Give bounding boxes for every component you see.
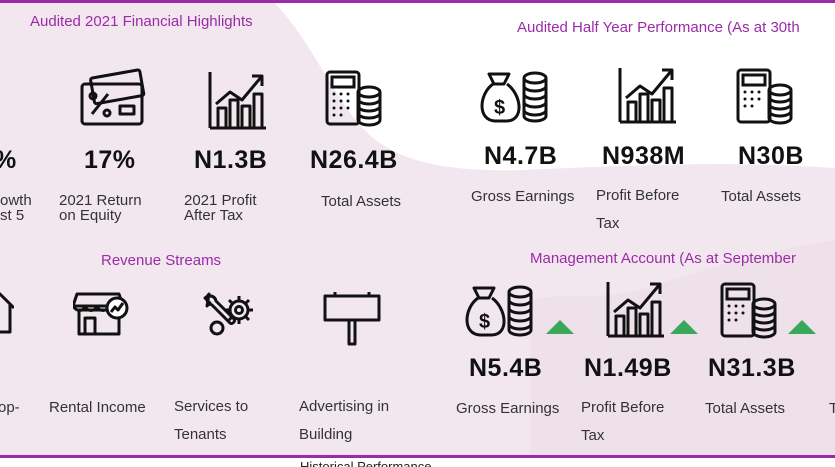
up-arrow-icon: [788, 320, 816, 334]
growth-label: owth st 5: [0, 192, 32, 224]
hy-gross-label: Gross Earnings: [471, 188, 575, 205]
rental-label: Rental Income: [49, 399, 146, 416]
hy-assets-value: N30B: [738, 142, 804, 170]
billboard-icon: [323, 292, 381, 346]
hy-assets-label: Total Assets: [721, 188, 802, 205]
up-arrow-icon: [670, 320, 698, 334]
money-bag-coins-icon: $: [465, 285, 533, 337]
shop-icon: [73, 292, 129, 336]
roe-label: 2021 Return on Equity: [59, 192, 142, 224]
mg-pbt-label: Profit Before Tax: [581, 399, 665, 444]
assets-value: N26.4B: [310, 146, 398, 174]
house-icon: [0, 292, 14, 334]
services-label: Services to Tenants: [174, 398, 249, 443]
money-bag-coins-icon: $: [480, 71, 548, 123]
mg-pbt-value: N1.49B: [584, 354, 672, 382]
profit-label: 2021 Profit After Tax: [184, 192, 257, 224]
roe-value: 17%: [84, 146, 136, 174]
hy-pbt-label: Profit Before Tax: [596, 187, 680, 232]
mg-cut-label: T: [829, 400, 835, 417]
svg-text:$: $: [494, 97, 505, 119]
calculator-coins-icon: [325, 70, 382, 127]
mg-assets-value: N31.3B: [708, 354, 796, 382]
half-year-heading: Audited Half Year Performance (As at 30t…: [517, 19, 800, 36]
advertising-label: Advertising in Building: [299, 398, 390, 443]
profit-value: N1.3B: [194, 146, 268, 174]
management-heading: Management Account (As at September: [530, 250, 796, 267]
up-arrow-icon: [546, 320, 574, 334]
assets-label: Total Assets: [321, 193, 402, 210]
growth-value: %: [0, 146, 17, 175]
gears-wrench-icon: [203, 292, 253, 336]
mg-gross-value: N5.4B: [469, 354, 543, 382]
mg-assets-label: Total Assets: [705, 400, 786, 417]
hy-pbt-value: N938M: [602, 142, 686, 170]
svg-text:$: $: [479, 311, 490, 333]
bottom-border: [0, 455, 835, 458]
hy-gross-value: N4.7B: [484, 142, 558, 170]
growth-chart-icon: [606, 282, 664, 338]
top-border: [0, 0, 835, 3]
calculator-coins-icon: [736, 68, 793, 125]
mg-gross-label: Gross Earnings: [456, 400, 560, 417]
growth-chart-icon: [208, 72, 266, 130]
growth-chart-icon: [618, 68, 676, 124]
revenue-heading: Revenue Streams: [101, 252, 222, 269]
calculator-coins-icon: [720, 282, 777, 339]
fin-highlights-heading: Audited 2021 Financial Highlights: [30, 13, 253, 30]
prop-label: op-: [0, 399, 20, 416]
footer-heading: Historical Performance: [300, 459, 432, 467]
percent-card-icon: [80, 68, 146, 126]
